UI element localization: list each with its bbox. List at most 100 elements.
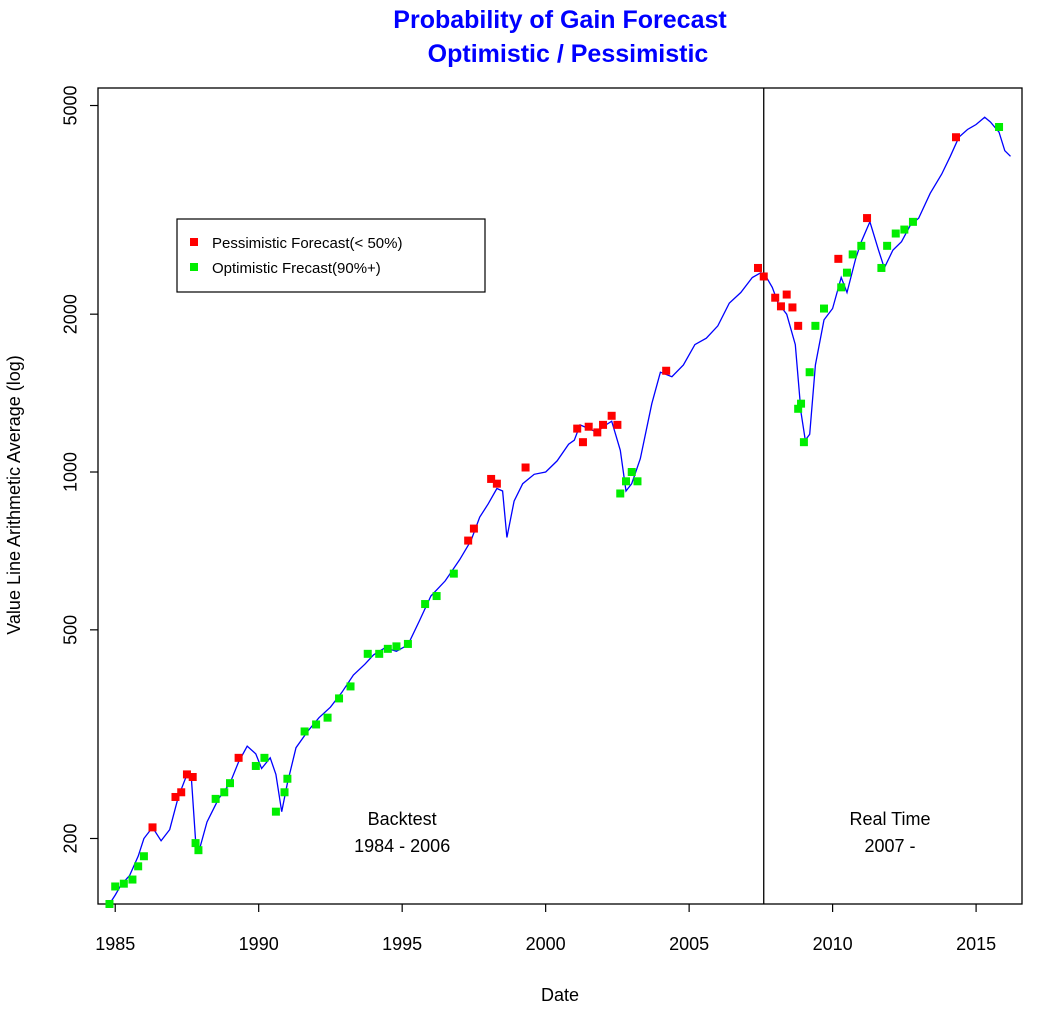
pessimistic-marker	[464, 536, 473, 545]
y-tick-label: 200	[61, 823, 81, 853]
pessimistic-marker	[234, 753, 243, 762]
optimistic-marker	[403, 639, 412, 648]
pessimistic-marker	[521, 463, 530, 472]
optimistic-marker	[622, 477, 630, 486]
optimistic-marker	[842, 268, 851, 277]
optimistic-marker	[877, 263, 886, 272]
annotation-backtest-title: Backtest	[368, 809, 437, 829]
pessimistic-marker	[794, 321, 803, 330]
optimistic-marker	[799, 438, 808, 447]
legend-swatch-pessimistic	[190, 238, 198, 246]
optimistic-marker	[323, 713, 332, 722]
pessimistic-marker	[148, 823, 157, 832]
pessimistic-marker	[573, 424, 582, 433]
optimistic-marker	[283, 774, 292, 783]
pessimistic-marker	[584, 422, 593, 431]
annotation-realtime-range: 2007 -	[864, 836, 915, 856]
optimistic-marker	[226, 779, 234, 788]
pessimistic-marker	[182, 770, 191, 779]
optimistic-marker	[300, 727, 309, 736]
chart-title-line1: Probability of Gain Forecast	[393, 6, 727, 34]
x-axis-label: Date	[541, 985, 579, 1005]
y-tick-label: 2000	[61, 294, 81, 334]
pessimistic-marker	[613, 420, 622, 429]
pessimistic-marker	[578, 438, 587, 447]
plot-frame	[97, 87, 1023, 905]
y-axis: 200 500 1000 2000 5000	[61, 86, 98, 854]
optimistic-marker	[194, 846, 203, 855]
pessimistic-marker	[599, 420, 608, 429]
y-axis-label: Value Line Arithmetic Average (log)	[4, 355, 24, 635]
optimistic-marker	[105, 900, 114, 908]
optimistic-marker	[211, 794, 220, 803]
y-tick-label: 1000	[61, 452, 81, 492]
optimistic-marker	[111, 882, 120, 891]
optimistic-marker	[811, 321, 820, 330]
optimistic-marker	[128, 875, 137, 884]
x-tick-label: 2015	[956, 934, 996, 954]
legend-swatch-optimistic	[190, 263, 198, 271]
optimistic-marker	[432, 592, 441, 601]
x-tick-label: 1985	[95, 934, 135, 954]
forecast-markers	[105, 123, 1004, 908]
optimistic-marker	[363, 649, 372, 658]
optimistic-marker	[837, 283, 846, 292]
pessimistic-marker	[834, 254, 843, 263]
optimistic-marker	[375, 649, 384, 658]
optimistic-marker	[280, 788, 289, 797]
pessimistic-marker	[863, 214, 872, 223]
x-axis: 1985 1990 1995 2000 2005 2010 2015	[95, 904, 996, 954]
annotation-backtest-range: 1984 - 2006	[354, 836, 450, 856]
pessimistic-marker	[788, 303, 797, 312]
x-tick-label: 2000	[526, 934, 566, 954]
pessimistic-marker	[782, 290, 791, 299]
optimistic-marker	[627, 468, 636, 477]
optimistic-marker	[797, 399, 806, 408]
optimistic-marker	[805, 368, 814, 377]
legend-box	[176, 218, 486, 293]
optimistic-marker	[271, 807, 280, 816]
optimistic-marker	[335, 694, 344, 703]
pessimistic-marker	[607, 411, 616, 420]
optimistic-marker	[857, 241, 866, 250]
optimistic-marker	[134, 862, 143, 871]
pessimistic-marker	[188, 773, 197, 782]
optimistic-marker	[633, 477, 642, 486]
legend-label-optimistic: Optimistic Frecast(90%+)	[212, 260, 381, 277]
pessimistic-marker	[171, 792, 180, 801]
optimistic-marker	[995, 123, 1004, 132]
x-tick-label: 1995	[382, 934, 422, 954]
pessimistic-marker	[492, 479, 501, 488]
x-tick-label: 2010	[813, 934, 853, 954]
pessimistic-marker	[662, 366, 671, 375]
y-tick-label: 500	[61, 615, 81, 645]
optimistic-marker	[900, 225, 909, 234]
optimistic-marker	[421, 600, 430, 609]
optimistic-marker	[260, 753, 269, 762]
legend-label-pessimistic: Pessimistic Forecast(< 50%)	[212, 235, 402, 252]
x-tick-label: 1990	[239, 934, 279, 954]
optimistic-marker	[883, 241, 892, 250]
optimistic-marker	[616, 489, 625, 498]
chart-title-line2: Optimistic / Pessimistic	[428, 40, 709, 68]
x-tick-label: 2005	[669, 934, 709, 954]
legend: Pessimistic Forecast(< 50%) Optimistic F…	[176, 218, 486, 293]
optimistic-marker	[139, 852, 148, 861]
pessimistic-marker	[771, 293, 780, 302]
pessimistic-marker	[487, 474, 496, 483]
optimistic-marker	[891, 229, 900, 238]
optimistic-marker	[908, 217, 917, 226]
pessimistic-marker	[754, 263, 762, 272]
annotation-realtime-title: Real Time	[849, 809, 930, 829]
optimistic-marker	[383, 644, 392, 653]
pessimistic-marker	[952, 133, 960, 142]
optimistic-marker	[820, 304, 828, 313]
optimistic-marker	[392, 642, 401, 651]
optimistic-marker	[312, 720, 321, 729]
optimistic-marker	[220, 788, 229, 797]
pessimistic-marker	[759, 272, 768, 281]
optimistic-marker	[449, 569, 458, 578]
optimistic-marker	[794, 404, 803, 413]
pessimistic-marker	[469, 524, 478, 533]
